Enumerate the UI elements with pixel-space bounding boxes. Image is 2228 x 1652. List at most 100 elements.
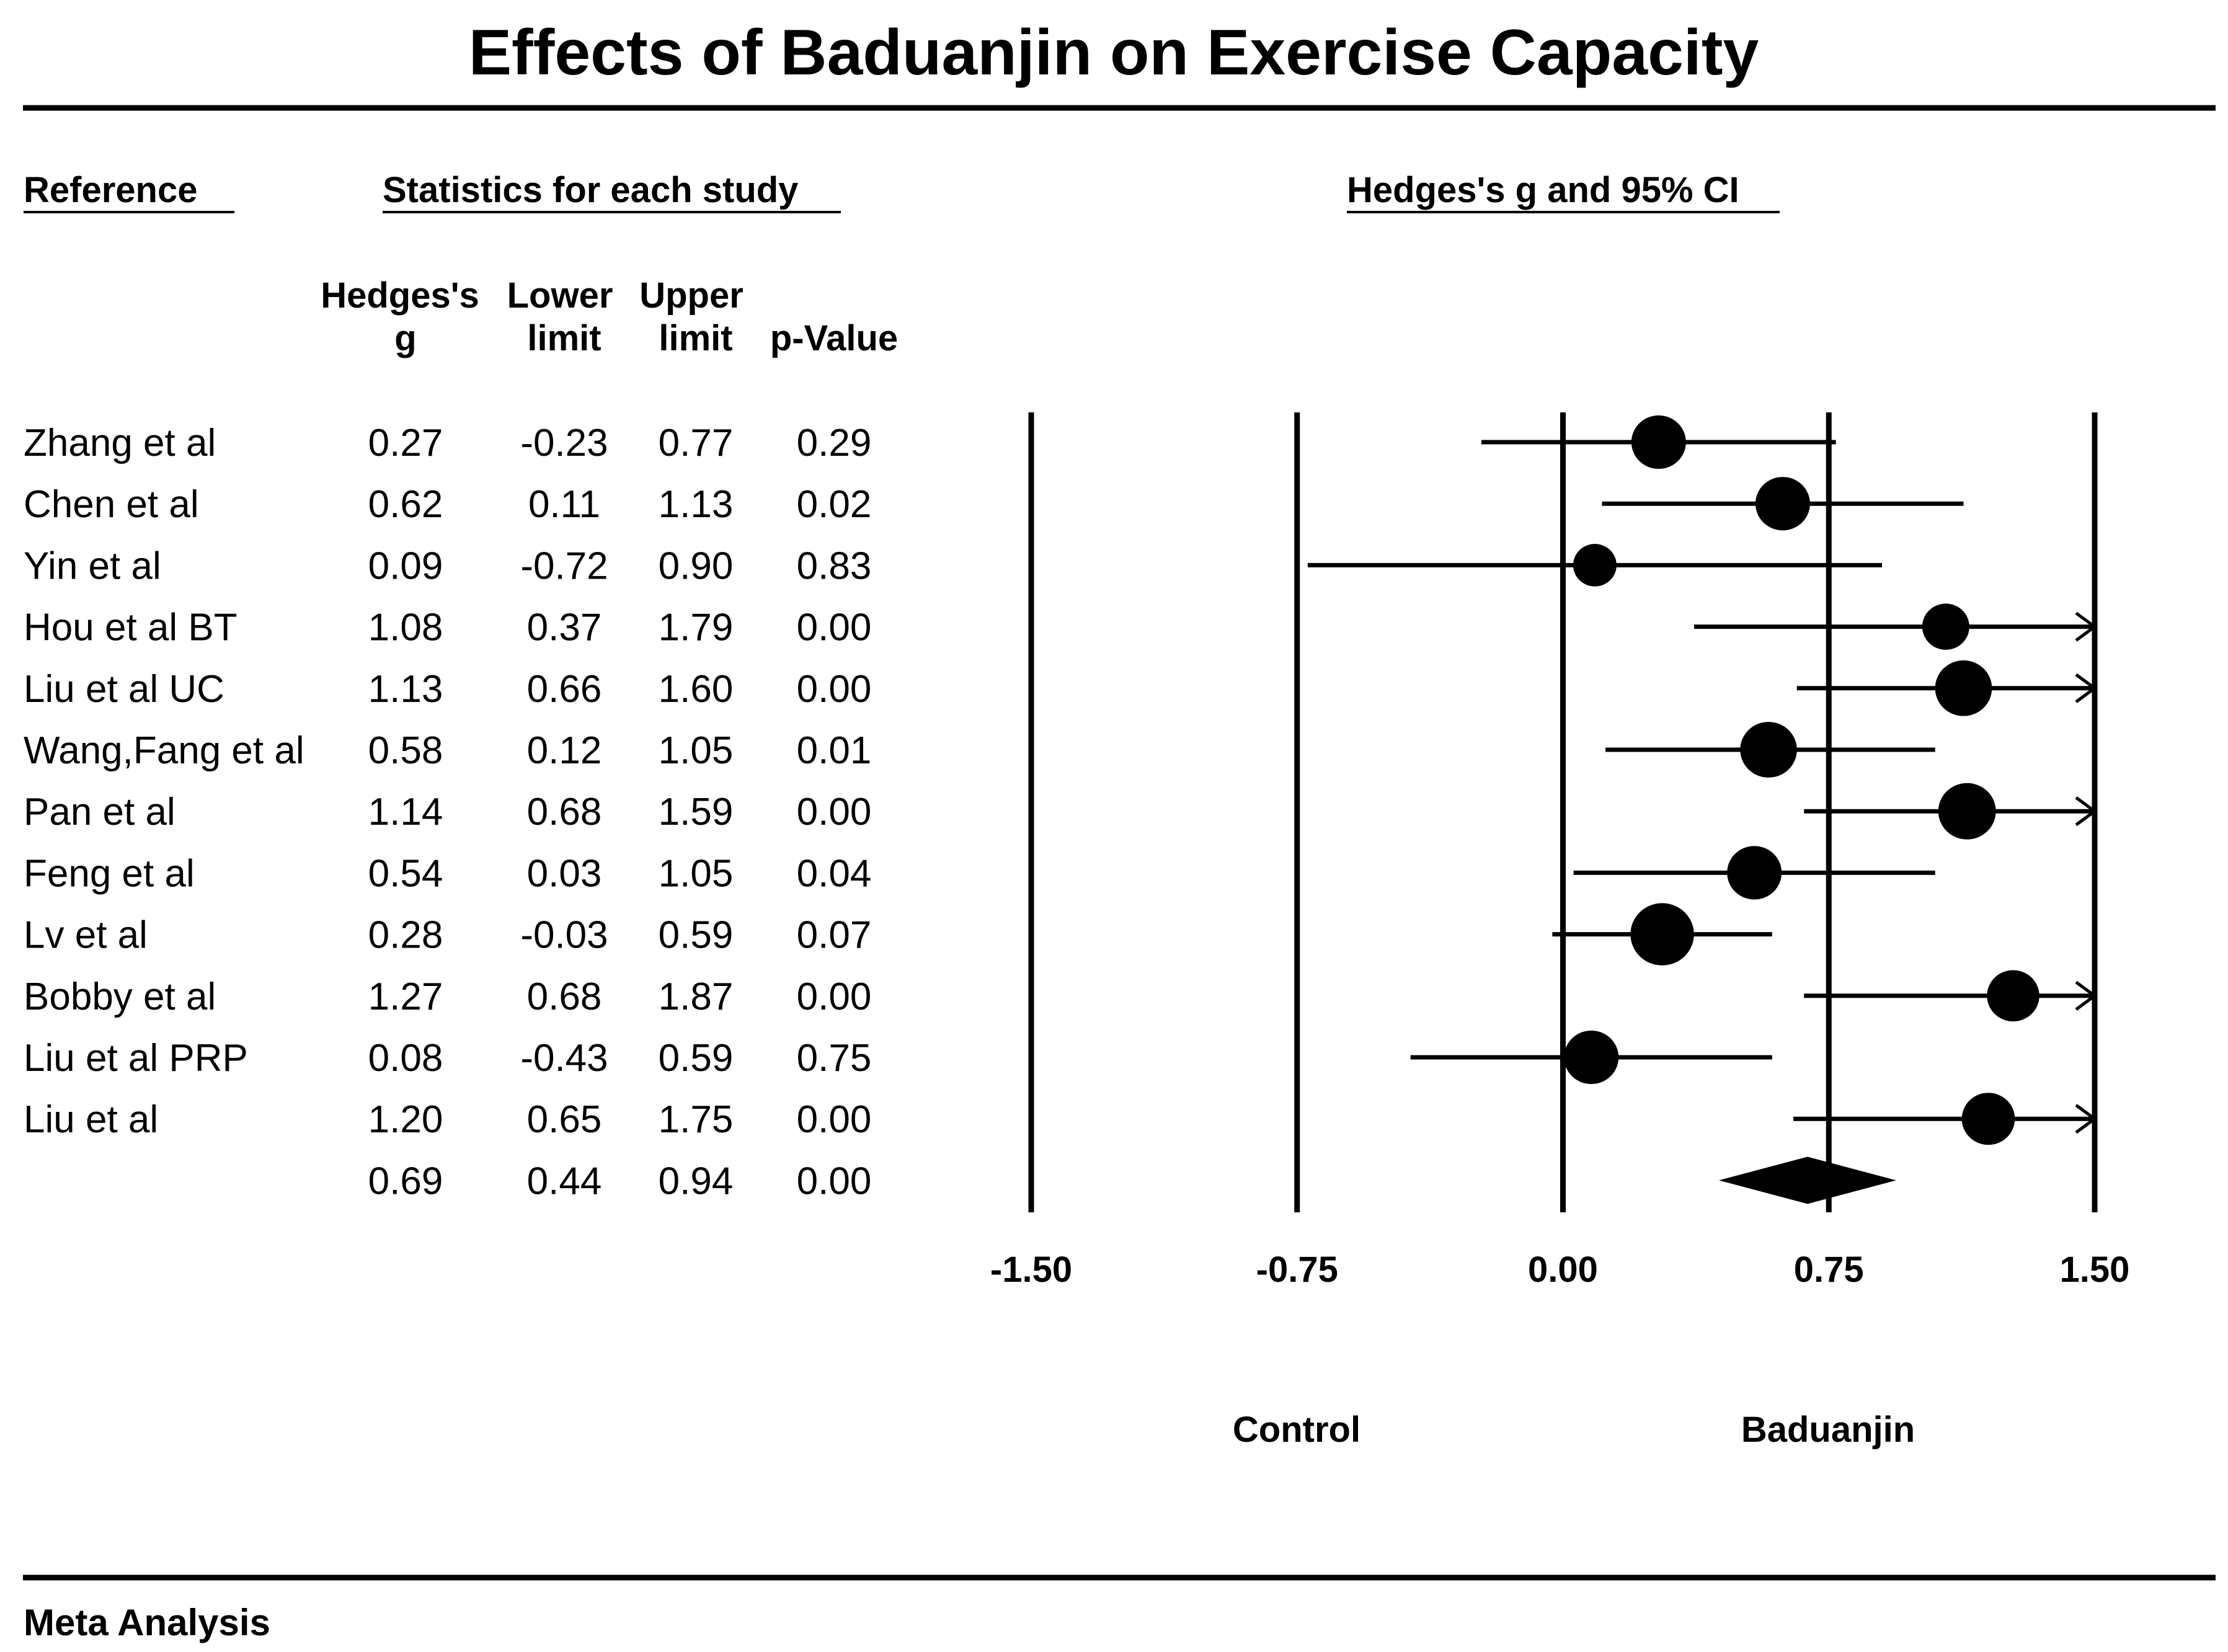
p-value-column-header: p-Value xyxy=(770,318,898,358)
study-effect-marker xyxy=(1630,903,1694,966)
study-lower-limit: 0.11 xyxy=(528,483,600,526)
study-upper-limit: 0.77 xyxy=(659,422,734,464)
study-lower-limit: 0.65 xyxy=(527,1098,602,1141)
upper-column-header-line1: Upper xyxy=(639,275,743,316)
study-lower-limit: 0.03 xyxy=(527,852,602,895)
study-effect-marker xyxy=(1755,477,1810,531)
study-effect-marker xyxy=(1631,415,1686,469)
study-upper-limit: 1.75 xyxy=(659,1098,734,1141)
study-hedges-g: 1.14 xyxy=(368,791,443,833)
study-lower-limit: 0.66 xyxy=(527,668,602,711)
study-effect-marker xyxy=(1573,544,1617,587)
plot-area: -1.50 -0.75 0.00 0.75 1.50 xyxy=(990,412,2130,1290)
statistics-header: Statistics for each study xyxy=(383,170,798,210)
study-hedges-g: 0.09 xyxy=(368,544,443,587)
study-name: Liu et al UC xyxy=(24,668,224,711)
study-upper-limit: 1.05 xyxy=(659,852,734,895)
study-effect-marker xyxy=(1727,846,1782,900)
study-name: Chen et al xyxy=(24,483,199,526)
ci-truncation-arrow xyxy=(2075,611,2098,642)
study-p-value: 0.75 xyxy=(797,1037,872,1080)
study-lower-limit: -0.03 xyxy=(520,914,608,957)
study-lower-limit: 0.12 xyxy=(527,729,602,772)
study-name: Lv et al xyxy=(24,914,148,957)
x-tick-label: -1.50 xyxy=(990,1250,1072,1290)
study-upper-limit: 1.60 xyxy=(659,668,734,711)
study-upper-limit: 0.59 xyxy=(659,1037,734,1080)
study-hedges-g: 1.13 xyxy=(368,668,443,711)
study-upper-limit: 1.13 xyxy=(659,483,734,526)
study-effect-marker xyxy=(1564,1030,1619,1085)
study-hedges-g: 0.28 xyxy=(368,914,443,957)
study-p-value: 0.00 xyxy=(797,606,872,649)
study-effect-marker xyxy=(1740,722,1797,778)
study-hedges-g: 0.58 xyxy=(368,729,443,772)
study-upper-limit: 0.59 xyxy=(659,914,734,957)
reference-header: Reference xyxy=(24,170,197,210)
ci-truncation-arrow xyxy=(2075,1104,2098,1134)
study-p-value: 0.01 xyxy=(797,729,872,772)
study-rows: Zhang et al 0.27 -0.23 0.77 0.29 Chen et al 0.… xyxy=(24,422,871,1202)
study-name: Feng et al xyxy=(24,852,195,895)
study-effect-marker xyxy=(1938,783,1996,840)
pooled-upper: 0.94 xyxy=(659,1160,734,1202)
study-p-value: 0.07 xyxy=(797,914,872,957)
study-hedges-g: 1.27 xyxy=(368,975,443,1018)
study-lower-limit: -0.72 xyxy=(520,544,608,587)
study-hedges-g: 0.08 xyxy=(368,1037,443,1080)
study-p-value: 0.00 xyxy=(797,1098,872,1141)
study-p-value: 0.00 xyxy=(797,668,872,711)
study-hedges-g: 1.20 xyxy=(368,1098,443,1141)
study-p-value: 0.00 xyxy=(797,791,872,833)
study-upper-limit: 1.87 xyxy=(659,975,734,1018)
chart-title: Effects of Baduanjin on Exercise Capacit… xyxy=(469,17,1759,89)
study-effect-marker xyxy=(1935,660,1992,716)
favours-control-label: Control xyxy=(1233,1410,1360,1450)
study-effect-marker xyxy=(1961,1093,2015,1145)
study-upper-limit: 1.05 xyxy=(659,729,734,772)
study-lower-limit: 0.68 xyxy=(527,791,602,833)
study-hedges-g: 1.08 xyxy=(368,606,443,649)
pooled-g: 0.69 xyxy=(368,1160,443,1202)
study-effect-marker xyxy=(1987,970,2039,1022)
study-hedges-g: 0.27 xyxy=(368,422,443,464)
ci-truncation-arrow xyxy=(2075,796,2098,827)
g-column-header-line1: Hedges's xyxy=(321,275,479,316)
x-tick-label: 0.00 xyxy=(1528,1250,1598,1290)
study-name: Zhang et al xyxy=(24,422,216,464)
study-p-value: 0.04 xyxy=(797,852,872,895)
study-p-value: 0.83 xyxy=(797,544,872,587)
study-name: Yin et al xyxy=(24,544,161,587)
study-name: Bobby et al xyxy=(24,975,216,1018)
study-effect-marker xyxy=(1922,603,1969,650)
pooled-p: 0.00 xyxy=(797,1160,872,1202)
study-p-value: 0.00 xyxy=(797,975,872,1018)
g-column-header-line2: g xyxy=(394,318,416,358)
x-tick-label: -0.75 xyxy=(1256,1250,1338,1290)
ci-truncation-arrow xyxy=(2075,980,2098,1011)
favours-baduanjin-label: Baduanjin xyxy=(1741,1410,1915,1450)
study-name: Hou et al BT xyxy=(24,606,237,649)
plot-header: Hedges's g and 95% CI xyxy=(1347,170,1739,210)
study-name: Wang,Fang et al xyxy=(24,729,304,772)
study-upper-limit: 1.79 xyxy=(659,606,734,649)
lower-column-header-line2: limit xyxy=(527,318,601,358)
study-p-value: 0.29 xyxy=(797,422,872,464)
study-name: Liu et al PRP xyxy=(24,1037,248,1080)
x-tick-label: 1.50 xyxy=(2060,1250,2130,1290)
study-upper-limit: 1.59 xyxy=(659,791,734,833)
upper-column-header-line2: limit xyxy=(659,318,732,358)
study-hedges-g: 0.54 xyxy=(368,852,443,895)
study-lower-limit: -0.43 xyxy=(520,1037,608,1080)
pooled-lower: 0.44 xyxy=(527,1160,602,1202)
lower-column-header-line1: Lower xyxy=(507,275,613,316)
study-lower-limit: 0.37 xyxy=(527,606,602,649)
x-tick-label: 0.75 xyxy=(1794,1250,1864,1290)
ci-truncation-arrow xyxy=(2075,673,2098,703)
study-p-value: 0.02 xyxy=(797,483,872,526)
study-lower-limit: -0.23 xyxy=(520,422,608,464)
footer-label: Meta Analysis xyxy=(24,1602,270,1643)
study-upper-limit: 0.90 xyxy=(659,544,734,587)
study-hedges-g: 0.62 xyxy=(368,483,443,526)
